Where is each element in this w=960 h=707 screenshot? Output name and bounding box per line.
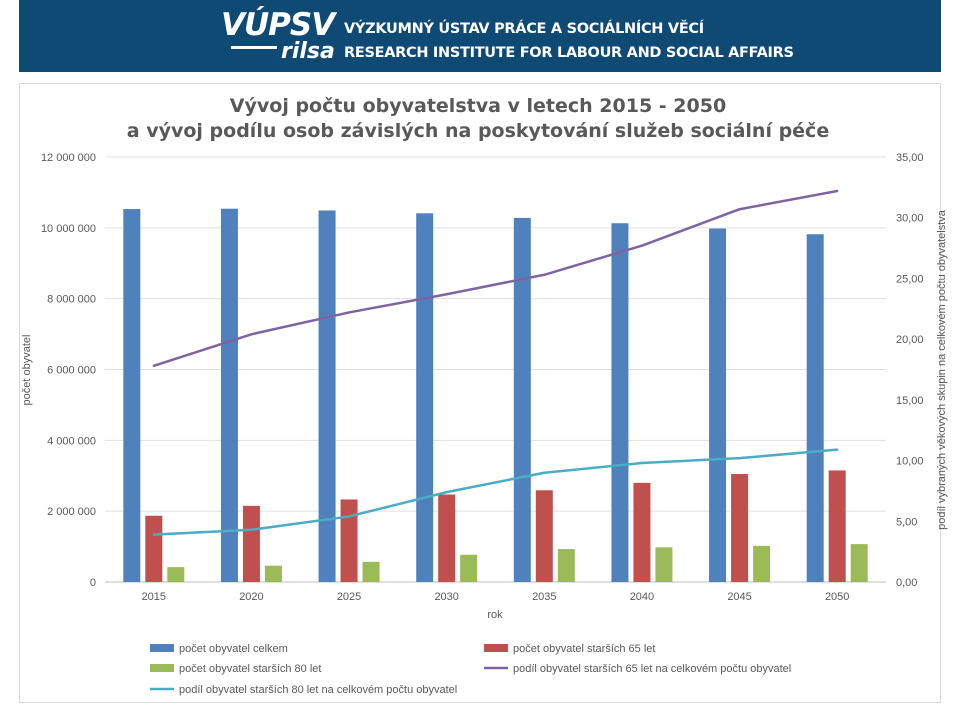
left-tick-label: 0 — [90, 577, 96, 589]
bar-series-3 — [850, 544, 868, 582]
logo-underline — [231, 46, 277, 49]
bar-series-1 — [123, 209, 141, 582]
right-tick-label: 10,00 — [896, 456, 924, 468]
line-point-2 — [445, 490, 448, 494]
bar-series-1 — [318, 210, 336, 582]
legend-label-3: počet obyvatel starších 80 let — [179, 663, 321, 675]
y-axis-label-right: podíl vybraných věkových skupin na celko… — [936, 209, 948, 530]
right-tick-label: 5,00 — [896, 516, 917, 528]
line-point-1 — [347, 311, 351, 314]
institute-name-english: RESEARCH INSTITUTE FOR LABOUR AND SOCIAL… — [344, 45, 794, 61]
x-tick-label: 2030 — [434, 591, 458, 603]
legend-swatch-1 — [150, 644, 174, 652]
right-tick-label: 15,00 — [896, 395, 924, 407]
bar-series-2 — [242, 505, 260, 582]
bar-series-2 — [340, 499, 358, 582]
legend: počet obyvatel celkem počet obyvatel star… — [150, 643, 791, 696]
bar-series-1 — [709, 228, 727, 582]
line-point-2 — [543, 471, 546, 474]
header-banner: VÚPSV rilsa VÝZKUMNÝ ÚSTAV PRÁCE A SOCIÁ… — [19, 0, 941, 72]
x-tick-label: 2035 — [532, 591, 556, 603]
right-tick-label: 30,00 — [896, 213, 924, 225]
bar-series-2 — [438, 494, 456, 582]
x-tick-label: 2040 — [630, 591, 654, 603]
bar-series-3 — [362, 561, 380, 582]
left-tick-label: 4 000 000 — [47, 435, 96, 447]
bar-series-1 — [806, 234, 824, 583]
logo-vupsv: VÚPSV — [221, 7, 335, 43]
x-tick-label: 2025 — [337, 591, 361, 603]
bar-series-3 — [460, 554, 478, 582]
bar-series-2 — [535, 490, 553, 582]
x-tick-label: 2015 — [142, 591, 166, 603]
left-tick-label: 10 000 000 — [41, 223, 96, 235]
line-point-2 — [152, 533, 156, 536]
line-series-2 — [153, 448, 838, 536]
line-point-2 — [835, 448, 839, 451]
right-tick-label: 20,00 — [896, 334, 924, 346]
bar-series-1 — [611, 223, 629, 582]
x-axis-ticks: 2015 2020 2025 2030 2035 2040 2045 2050 — [142, 591, 850, 603]
line-point-2 — [738, 456, 741, 460]
legend-label-4: podíl obyvatel starších 65 let na celkov… — [513, 663, 791, 675]
left-tick-label: 12 000 000 — [41, 152, 96, 164]
line-series — [152, 189, 839, 536]
right-tick-label: 0,00 — [896, 577, 917, 589]
x-tick-label: 2050 — [825, 591, 849, 603]
bar-series-2 — [633, 482, 651, 582]
bar-series-1 — [220, 208, 238, 583]
legend-swatch-3 — [150, 664, 174, 672]
left-tick-label: 8 000 000 — [47, 294, 96, 306]
legend-label-1: počet obyvatel celkem — [179, 643, 288, 655]
line-point-2 — [640, 461, 644, 465]
bars — [123, 208, 868, 583]
bar-series-3 — [167, 567, 185, 582]
bar-series-3 — [557, 549, 575, 582]
bar-series-2 — [828, 470, 846, 582]
chart-title-line1: Vývoj počtu obyvatelstva v letech 2015 -… — [230, 95, 726, 117]
chart-title-line2: a vývoj podílu osob závislých na poskyto… — [127, 120, 829, 142]
bar-series-1 — [513, 217, 531, 582]
bar-series-3 — [655, 547, 673, 582]
legend-swatch-2 — [484, 644, 508, 652]
left-axis-ticks: 0 2 000 000 4 000 000 6 000 000 8 000 000 10 … — [41, 152, 96, 589]
right-tick-label: 25,00 — [896, 273, 924, 285]
x-axis-label: rok — [487, 609, 503, 621]
x-tick-label: 2045 — [727, 591, 751, 603]
left-tick-label: 6 000 000 — [47, 365, 96, 377]
line-point-1 — [445, 293, 448, 296]
line-point-1 — [738, 208, 741, 211]
line-point-2 — [347, 515, 351, 518]
bar-series-2 — [145, 515, 163, 582]
line-point-1 — [250, 333, 253, 336]
bar-series-3 — [753, 545, 771, 582]
x-tick-label: 2020 — [239, 591, 263, 603]
chart-frame — [19, 83, 941, 703]
bar-series-1 — [416, 213, 434, 582]
right-tick-label: 35,00 — [896, 152, 924, 164]
line-series-1 — [153, 189, 838, 368]
y-axis-label-left: počet obyvatel — [21, 335, 33, 406]
line-point-1 — [835, 189, 839, 193]
legend-label-2: počet obyvatel starších 65 let — [513, 643, 655, 655]
bar-series-2 — [731, 473, 749, 582]
line-point-2 — [250, 528, 253, 531]
logo-rilsa: rilsa — [281, 39, 335, 64]
right-axis-ticks: 0,00 5,00 10,00 15,00 20,00 25,00 30,00 35,00 — [896, 152, 924, 589]
legend-label-5: podíl obyvatel starších 80 let na celkov… — [179, 684, 457, 696]
left-tick-label: 2 000 000 — [47, 506, 96, 518]
line-point-1 — [543, 273, 546, 276]
institute-name-czech: VÝZKUMNÝ ÚSTAV PRÁCE A SOCIÁLNÍCH VĚCÍ — [344, 21, 704, 37]
bar-series-3 — [264, 565, 282, 582]
line-point-1 — [152, 364, 156, 368]
line-point-1 — [640, 244, 644, 247]
